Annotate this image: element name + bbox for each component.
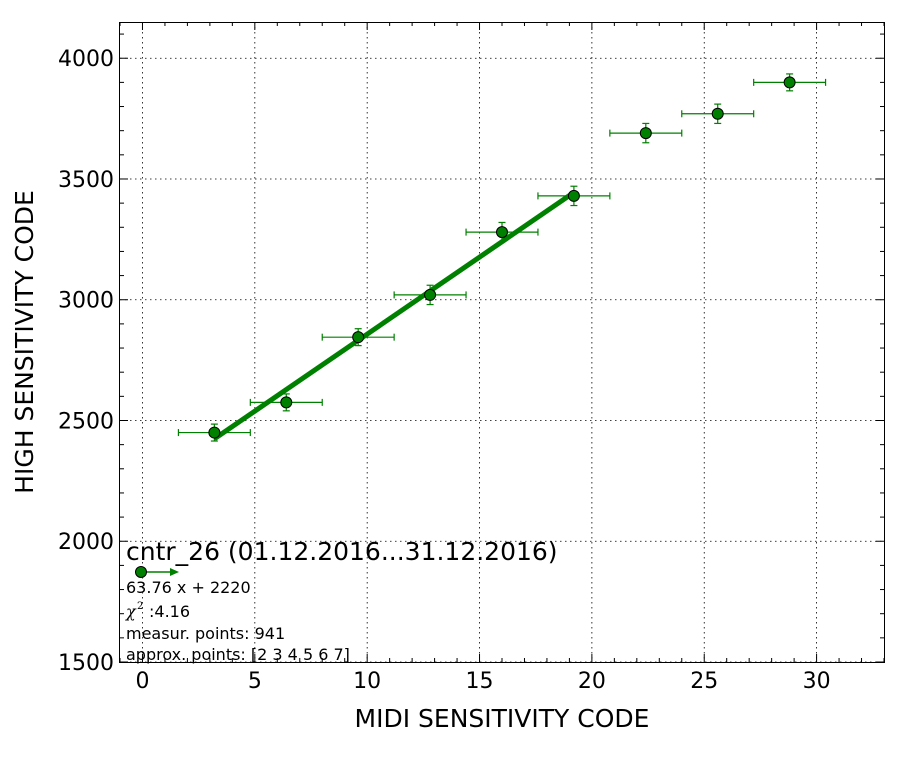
legend-arrow-head	[170, 568, 179, 576]
approximation-points: approx. points: [2 3 4 5 6 7]	[126, 645, 350, 664]
data-point	[639, 127, 652, 140]
x-tick-label: 30	[803, 669, 831, 694]
x-tick-label: 10	[353, 669, 381, 694]
plot-frame	[119, 22, 885, 663]
data-point	[424, 288, 437, 301]
legend-point	[135, 566, 147, 578]
tick-labels: 0 5 10 15 20 25 30 1500 2000 2500 3000 3500 4000	[58, 47, 831, 694]
fit-line	[212, 190, 576, 441]
y-tick-label: 2000	[58, 530, 114, 555]
chi-squared-symbol: χ	[125, 602, 137, 621]
error-bars	[177, 73, 827, 442]
data-point	[783, 76, 796, 89]
data-point	[711, 107, 724, 120]
chi-squared-value: :4.16	[149, 602, 190, 621]
data-point	[496, 226, 508, 239]
y-tick-label: 2500	[58, 409, 114, 434]
fit-equation: 63.76 x + 2220	[126, 578, 251, 597]
data-point	[280, 396, 293, 409]
y-tick-label: 3000	[58, 289, 114, 314]
grid-lines	[120, 22, 884, 663]
annotation-block: cntr_26 (01.12.2016...31.12.2016) 63.76 …	[125, 537, 558, 664]
x-tick-label: 5	[248, 669, 262, 694]
data-point	[567, 189, 580, 202]
chi-squared-superscript: 2	[137, 601, 143, 612]
axis-ticks	[119, 22, 885, 663]
y-axis-label: HIGH SENSITIVITY CODE	[10, 190, 39, 494]
legend-marker	[135, 566, 179, 578]
x-axis-label: MIDI SENSITIVITY CODE	[355, 704, 650, 733]
x-tick-label: 0	[135, 669, 149, 694]
y-tick-label: 4000	[58, 47, 114, 72]
x-tick-label: 25	[690, 669, 718, 694]
annotation-title: cntr_26 (01.12.2016...31.12.2016)	[126, 537, 558, 566]
y-tick-label: 1500	[58, 651, 114, 676]
data-points	[208, 76, 796, 439]
x-tick-label: 20	[578, 669, 606, 694]
x-tick-label: 15	[466, 669, 494, 694]
data-point	[208, 426, 221, 439]
measurement-points: measur. points: 941	[126, 624, 285, 643]
y-tick-label: 3500	[58, 168, 114, 193]
data-point	[352, 331, 365, 344]
